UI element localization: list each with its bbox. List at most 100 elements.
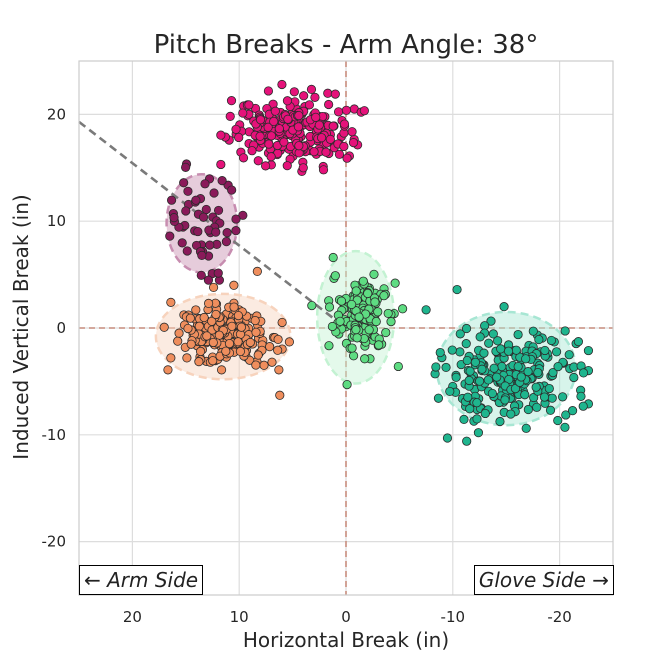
data-point [539,392,550,402]
y-tick-label: 10 [47,212,66,230]
data-point [247,146,257,156]
data-point [506,409,516,419]
data-point [374,340,384,350]
y-tick-label: 0 [56,319,66,337]
data-point [487,388,497,399]
data-point [166,353,176,363]
data-point [489,363,499,373]
data-point [381,327,391,338]
data-point [196,270,206,280]
data-point [233,337,243,347]
data-point [379,291,389,301]
data-point [463,392,473,402]
data-point [451,372,461,382]
data-point [521,423,531,433]
data-point [213,205,224,216]
data-point [459,414,469,424]
y-axis-label: Induced Vertical Break (in) [9,194,33,459]
data-point [222,228,232,238]
data-point [488,329,498,339]
data-point [336,296,347,306]
data-point [567,406,578,416]
data-point [442,433,453,443]
data-point [284,337,294,347]
data-point [341,105,352,115]
data-point [203,275,214,285]
data-point [330,89,340,99]
data-point [169,213,179,223]
data-point [231,124,241,134]
data-point [473,428,484,438]
data-point [348,351,359,361]
data-point [561,410,571,420]
reference-lines [79,61,613,595]
data-point [393,361,403,372]
data-point [398,304,408,314]
data-point [197,250,207,260]
data-point [279,137,289,147]
data-point [553,415,563,426]
data-point [360,354,370,364]
data-point [447,345,457,355]
data-point [480,408,490,419]
data-point [363,288,373,299]
data-point [513,361,523,372]
data-point [465,366,475,376]
data-point [299,91,309,101]
data-point [266,131,277,141]
data-point [231,226,241,236]
data-point [311,112,321,122]
y-tick-label: -10 [42,426,67,444]
data-point [484,338,494,348]
data-point [183,323,193,334]
data-point [205,240,215,250]
data-point [495,416,505,427]
data-point [194,357,204,367]
data-point [253,156,263,166]
data-point [333,107,344,117]
data-point [351,286,361,296]
data-point [227,185,237,195]
data-point [486,316,496,326]
data-point [523,404,533,415]
data-point [216,159,226,170]
data-point [386,317,396,327]
data-point [233,310,243,321]
data-point [339,141,349,152]
data-point [496,344,506,354]
data-point [479,348,489,358]
data-point [208,337,218,348]
data-point [516,372,526,382]
data-point [528,326,538,336]
data-point [497,361,507,372]
data-point [293,122,304,132]
data-point [520,390,530,400]
data-point [351,325,361,335]
data-point [213,268,223,278]
data-point [342,153,352,163]
data-point [277,317,287,328]
data-point [179,178,189,188]
data-point [251,327,261,337]
data-point [529,392,539,403]
data-point [373,307,383,317]
data-point [327,321,337,332]
data-point [533,367,543,378]
data-point [282,161,292,171]
data-point [263,122,273,132]
data-point [214,330,224,340]
plot-frame [78,60,614,596]
x-tick-label: -20 [547,608,572,626]
data-point [483,375,493,385]
data-point [202,331,212,341]
data-point [227,321,237,331]
data-point [493,336,503,346]
data-point [499,302,509,312]
data-point [159,322,169,332]
data-point [578,368,589,378]
x-axis-label: Horizontal Break (in) [243,628,449,652]
data-point [182,246,192,256]
data-point [191,195,201,205]
data-point [452,284,462,295]
data-point [492,372,502,382]
